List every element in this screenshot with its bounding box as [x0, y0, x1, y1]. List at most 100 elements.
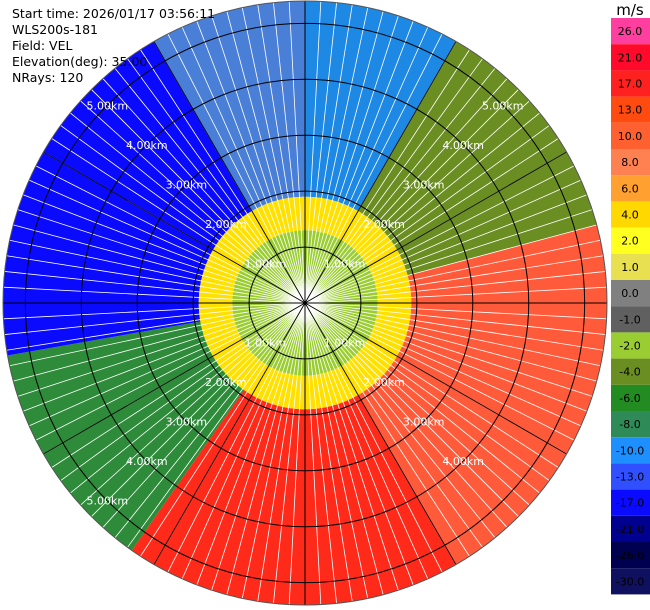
- ray-line: [127, 58, 306, 304]
- ray-line: [304, 49, 470, 304]
- range-ring-label: 4.00km: [442, 455, 484, 468]
- ray-line: [304, 302, 582, 427]
- ray-line: [304, 302, 322, 605]
- range-ring-label: 1.00km: [245, 337, 287, 350]
- range-ring-label: 3.00km: [166, 416, 208, 429]
- velocity-sector-2: [358, 224, 607, 565]
- colorbar-tick-label: 26.0: [618, 25, 643, 38]
- ray-line: [288, 1, 306, 304]
- colorbar-tick-label: -6.0: [619, 392, 640, 405]
- ray-line: [288, 302, 306, 605]
- ray-line: [304, 302, 519, 517]
- ray-line: [304, 26, 429, 304]
- colorbar-swatch: [611, 18, 650, 45]
- ray-line: [304, 4, 353, 304]
- ray-line: [211, 302, 306, 591]
- ray-line: [304, 255, 604, 304]
- ray-line: [3, 302, 306, 320]
- ray-line: [304, 302, 443, 573]
- velocity-sector-4: [7, 321, 245, 551]
- colorbar-swatch: [611, 70, 650, 97]
- range-ring-label: 5.00km: [86, 99, 128, 112]
- colorbar-tick-label: 8.0: [621, 156, 639, 169]
- ray-line: [114, 302, 306, 538]
- ray-line: [273, 302, 306, 604]
- colorbar-swatch: [611, 201, 650, 228]
- ray-line: [60, 302, 306, 481]
- colorbar-tick-label: 1.0: [621, 261, 639, 274]
- ray-line: [60, 125, 306, 304]
- colorbar-swatch: [611, 96, 650, 123]
- colorbar-tick-label: 13.0: [618, 104, 643, 117]
- azimuth-spoke: [43, 302, 306, 455]
- ray-line: [304, 194, 588, 304]
- ray-line: [304, 302, 429, 580]
- colorbar-tick-label: 10.0: [618, 130, 643, 143]
- azimuth-spoke: [304, 41, 457, 304]
- ray-line: [181, 26, 306, 304]
- ray-line: [102, 302, 306, 528]
- ray-line: [9, 302, 306, 367]
- ray-line: [304, 302, 597, 382]
- ray-line: [304, 302, 508, 528]
- colorbar-unit: m/s: [616, 1, 644, 19]
- colorbar-swatch: [611, 384, 650, 411]
- colorbar-swatch: [611, 358, 650, 385]
- ray-line: [304, 302, 540, 494]
- ray-line: [257, 302, 306, 602]
- ray-line: [304, 302, 399, 591]
- ray-line: [304, 58, 483, 304]
- ray-line: [304, 302, 530, 506]
- colorbar-swatch: [611, 227, 650, 254]
- colorbar-tick-label: 4.0: [621, 209, 639, 222]
- ray-line: [70, 112, 306, 304]
- ray-line: [304, 239, 601, 304]
- colorbar-tick-label: -10.0: [616, 444, 644, 457]
- ray-line: [80, 302, 306, 506]
- ray-line: [140, 302, 306, 557]
- azimuth-spoke: [304, 302, 567, 455]
- range-ring-label: 5.00km: [86, 495, 128, 508]
- range-ring-label: 1.00km: [324, 337, 366, 350]
- ray-line: [80, 100, 306, 304]
- ray-line: [304, 302, 337, 604]
- outer-boundary: [2, 0, 608, 606]
- ray-line: [304, 302, 470, 557]
- colorbar-swatch: [611, 515, 650, 542]
- ray-line: [304, 302, 353, 602]
- ray-line: [304, 286, 607, 304]
- range-ring-label: 3.00km: [403, 178, 445, 191]
- ray-line: [17, 209, 306, 304]
- colorbar-tick-label: -2.0: [619, 340, 640, 353]
- ray-line: [304, 302, 496, 538]
- ray-line: [167, 33, 306, 304]
- ray-line: [241, 7, 306, 304]
- ray-line: [304, 138, 559, 304]
- ray-line: [304, 302, 606, 335]
- ray-line: [304, 224, 597, 304]
- ray-line: [304, 2, 337, 304]
- colorbar-swatch: [611, 149, 650, 176]
- colorbar-tick-label: 17.0: [618, 78, 643, 91]
- ray-line: [91, 89, 306, 304]
- colorbar-tick-label: -17.0: [616, 497, 644, 510]
- range-ring-label: 2.00km: [205, 218, 247, 231]
- ray-line: [140, 49, 306, 304]
- ray-line: [51, 302, 306, 468]
- colorbar-tick-label: -4.0: [619, 366, 640, 379]
- plot-info: Start time: 2026/01/17 03:56:11 WLS200s-…: [12, 6, 215, 86]
- ray-line: [304, 302, 575, 441]
- ray-line: [6, 302, 306, 351]
- field-label: Field: VEL: [12, 38, 73, 53]
- colorbar-tick-label: -13.0: [616, 471, 644, 484]
- range-ring-label: 4.00km: [126, 139, 168, 152]
- colorbar-swatch: [611, 568, 650, 595]
- ray-line: [304, 302, 550, 481]
- azimuth-spoke: [304, 302, 457, 565]
- start-time-label: Start time: 2026/01/17 03:56:11: [12, 6, 216, 21]
- ray-line: [304, 179, 582, 304]
- ray-line: [181, 302, 306, 580]
- ray-line: [304, 302, 483, 548]
- ray-line: [304, 302, 601, 367]
